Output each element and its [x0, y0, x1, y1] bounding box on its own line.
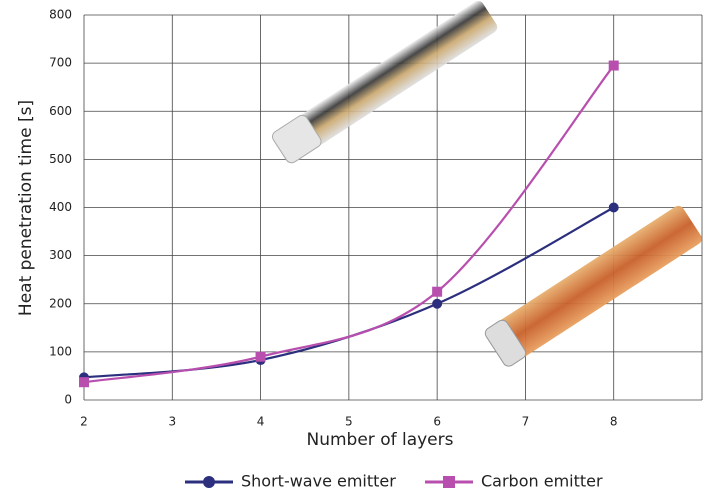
y-tick-label: 500	[49, 152, 72, 166]
marker	[79, 377, 89, 387]
marker	[432, 287, 442, 297]
legend-label: Short-wave emitter	[241, 472, 396, 491]
y-tick-label: 200	[49, 296, 72, 310]
marker	[256, 352, 266, 362]
y-tick-label: 100	[49, 344, 72, 358]
y-tick-label: 700	[49, 56, 72, 70]
marker	[609, 61, 619, 71]
x-tick-label: 8	[610, 415, 618, 429]
y-tick-label: 800	[49, 8, 72, 22]
y-tick-label: 600	[49, 104, 72, 118]
x-tick-label: 6	[433, 415, 441, 429]
y-tick-label: 400	[49, 200, 72, 214]
x-tick-label: 2	[80, 415, 88, 429]
x-tick-label: 4	[257, 415, 265, 429]
legend-marker	[443, 476, 455, 488]
x-tick-label: 3	[168, 415, 176, 429]
y-tick-label: 0	[64, 393, 72, 407]
chart: Number of layers Heat penetration time […	[0, 0, 704, 495]
y-tick-label: 300	[49, 248, 72, 262]
emitter-photo	[270, 0, 704, 368]
legend-marker	[203, 476, 215, 488]
marker	[609, 203, 619, 213]
marker	[432, 299, 442, 309]
x-tick-label: 7	[522, 415, 530, 429]
x-axis-title: Number of layers	[307, 430, 454, 450]
x-tick-label: 5	[345, 415, 353, 429]
legend-label: Carbon emitter	[481, 472, 603, 491]
y-axis-title: Heat penetration time [s]	[16, 100, 36, 316]
